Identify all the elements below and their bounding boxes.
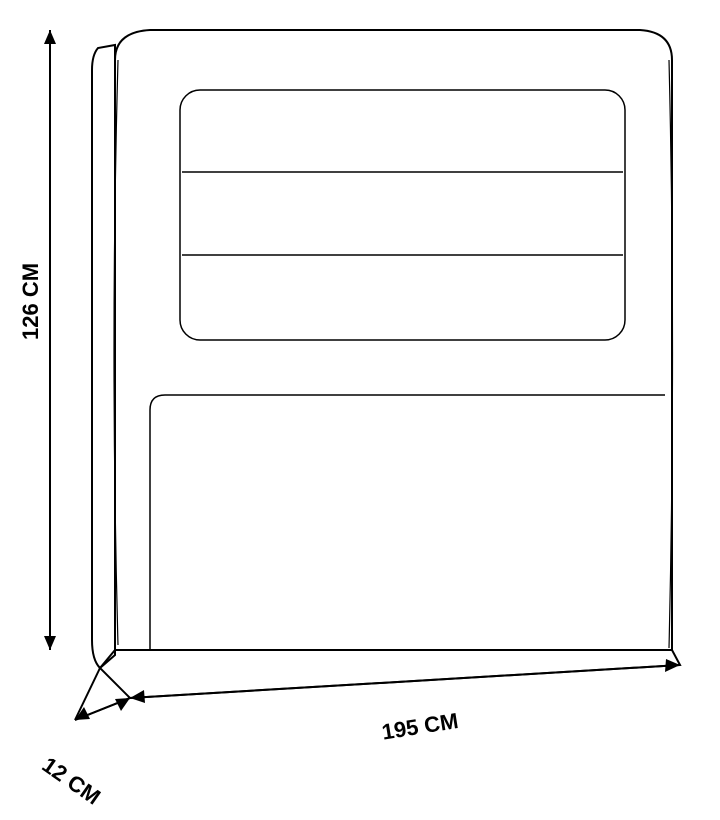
bottom-edge: [100, 650, 680, 698]
height-dimension: [44, 30, 56, 650]
side-edge: [92, 45, 115, 668]
diagram-container: 126 CM 195 CM 12 CM: [0, 0, 720, 820]
width-dimension: [130, 659, 680, 703]
headboard-drawing: [0, 0, 720, 820]
height-label: 126 CM: [18, 263, 44, 340]
